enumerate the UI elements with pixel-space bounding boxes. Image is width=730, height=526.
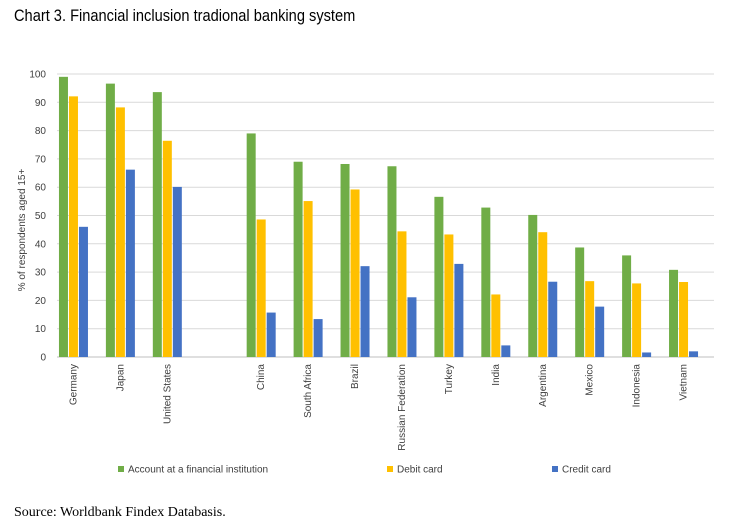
legend-swatch	[552, 466, 558, 472]
bar	[303, 201, 313, 357]
legend: Account at a financial institution Debit …	[118, 465, 611, 476]
y-tick-label: 60	[35, 183, 47, 194]
bar	[407, 297, 417, 357]
bar	[313, 319, 323, 357]
bar	[152, 92, 162, 357]
legend-swatch	[118, 466, 124, 472]
y-axis-label: % of respondents aged 15+	[17, 169, 28, 292]
bar	[125, 169, 135, 357]
bar	[350, 189, 360, 357]
bar	[538, 232, 548, 357]
y-tick-label: 50	[35, 211, 47, 222]
x-tick-label: India	[491, 364, 502, 386]
legend-label: Credit card	[562, 465, 611, 476]
bar	[501, 345, 511, 357]
bar	[162, 140, 172, 357]
y-tick-label: 70	[35, 154, 47, 165]
x-tick-label: Japan	[115, 364, 126, 391]
bar-chart: 0 10 20 30 40 50 60 70 80 90 100 % of respondents …	[17, 70, 714, 476]
bar	[360, 266, 370, 357]
bar	[397, 231, 407, 357]
bar	[491, 294, 501, 357]
legend-swatch	[387, 466, 393, 472]
x-tick-label: Russian Federation	[397, 364, 408, 451]
bar	[595, 306, 605, 357]
y-axis-tick-labels: 0 10 20 30 40 50 60 70 80 90 100	[29, 70, 46, 364]
source-note: Source: Worldbank Findex Databasis.	[14, 505, 226, 520]
x-tick-label: Argentina	[538, 364, 549, 407]
y-tick-label: 10	[35, 324, 47, 335]
bar	[679, 282, 689, 357]
legend-label: Debit card	[397, 465, 443, 476]
bar	[293, 161, 303, 357]
y-tick-label: 20	[35, 296, 47, 307]
bar	[172, 186, 182, 357]
bar	[256, 219, 266, 357]
bar	[585, 281, 595, 357]
bar	[444, 234, 454, 357]
chart-title: Chart 3. Financial inclusion tradional b…	[14, 6, 356, 25]
y-tick-label: 100	[29, 70, 46, 81]
bar-series	[58, 76, 699, 358]
x-tick-label: Indonesia	[632, 364, 643, 408]
bar	[387, 166, 397, 357]
x-tick-label: Turkey	[444, 364, 455, 394]
x-tick-label: Brazil	[350, 364, 361, 389]
x-axis-tick-labels: Germany Japan United States China South Afri…	[68, 364, 689, 451]
x-tick-label: China	[256, 364, 267, 391]
x-tick-label: Mexico	[585, 364, 596, 396]
bar	[481, 207, 491, 357]
bar	[340, 163, 350, 357]
bar	[58, 76, 68, 357]
y-tick-label: 40	[35, 239, 47, 250]
x-tick-label: South Africa	[303, 364, 314, 418]
x-tick-label: United States	[162, 364, 173, 424]
gridlines	[57, 73, 714, 358]
y-tick-label: 0	[40, 353, 46, 364]
bar	[105, 83, 115, 357]
bar	[68, 96, 78, 358]
legend-label: Account at a financial institution	[128, 465, 268, 476]
bar	[548, 281, 558, 357]
bar	[78, 226, 88, 357]
bar	[454, 263, 464, 357]
bar	[266, 312, 276, 357]
bar	[575, 247, 585, 357]
x-tick-label: Germany	[68, 364, 79, 405]
bar	[246, 133, 256, 357]
bar	[622, 255, 632, 357]
bar	[528, 214, 538, 357]
y-tick-label: 90	[35, 98, 47, 109]
x-tick-label: Vietnam	[679, 364, 690, 401]
bar	[669, 269, 679, 357]
bar	[434, 196, 444, 357]
y-tick-label: 80	[35, 126, 47, 137]
bar	[642, 352, 652, 357]
bar	[632, 283, 642, 357]
bar	[689, 351, 699, 357]
y-tick-label: 30	[35, 268, 47, 279]
bar	[115, 107, 125, 357]
